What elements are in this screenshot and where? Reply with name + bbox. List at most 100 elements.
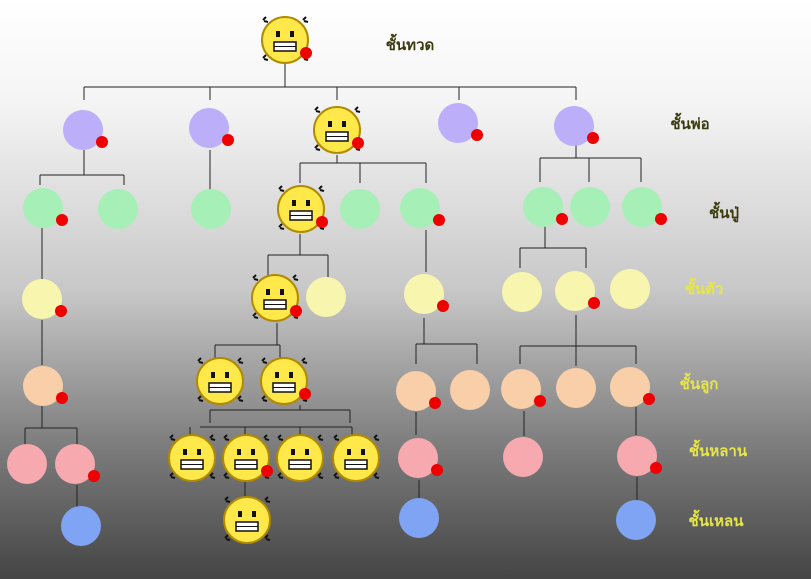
parent-node-circle [622,187,662,227]
marker-dot [88,470,100,482]
self-node [306,277,346,317]
smiley-eye [328,121,332,127]
marker-dot [643,393,655,405]
marker-dot [655,213,667,225]
child-node-self-line [260,357,311,405]
smiley-eye [280,289,284,295]
parent-node [340,189,380,229]
smiley-arm [317,434,324,441]
grandparent-node [63,110,108,150]
grandchild-node-circle [398,438,438,478]
smiley-eye [237,449,241,455]
marker-dot [300,47,312,59]
self-node-circle [404,274,444,314]
tier-labels: ชั้นทวด ชั้นพ่อ ชั้นปู่ ชั้นตัว ชั้นลูก … [386,33,748,530]
smiley-face [196,357,244,405]
grandchild-node [7,444,47,484]
smiley-arm [333,434,340,441]
smiley-arm [252,274,259,281]
child-node-circle [556,368,596,408]
great-grandchild-node-circle [61,506,101,546]
smiley-arm [223,472,230,479]
parent-node [570,187,610,227]
child-node-circle [396,371,436,411]
marker-dot [352,137,364,149]
smiley-arm [317,472,324,479]
smiley-face [332,434,380,482]
grandchild-node-self-line [276,434,324,482]
marker-dot [471,129,483,141]
smiley-eye [347,449,351,455]
self-node-circle [610,269,650,309]
connector-lines [24,63,642,508]
smiley-arm [314,106,321,113]
marker-dot [588,297,600,309]
smiley-eye [342,121,346,127]
marker-dot [433,214,445,226]
smiley-eye [290,31,294,37]
smiley-arm [264,534,271,541]
self-node [502,272,542,312]
parent-node-circle [340,189,380,229]
marker-dot [316,216,328,228]
smiley-arm [277,434,284,441]
smiley-eye [276,31,280,37]
self-node [555,271,600,311]
smiley-arm [302,16,309,23]
parent-node-self-line [277,185,328,233]
grandchild-node [503,437,543,477]
self-node-circle [502,272,542,312]
child-node-circle [501,369,541,409]
great-grandchild-node-self-line [223,496,271,544]
grandchild-node-circle [503,437,543,477]
child-node [396,371,441,411]
marker-dot [650,462,662,474]
self-node [404,274,449,314]
grandchild-node-self-line [222,434,273,482]
tier-label-parent: ชั้นปู่ [709,201,739,223]
smiley-eye [289,372,293,378]
marker-dot [290,305,302,317]
marker-dot [56,214,68,226]
grandchild-node [55,444,100,484]
smiley-eye [275,372,279,378]
grandparent-node-self-line [313,106,364,154]
parent-node-circle [400,188,440,228]
child-node [501,369,546,409]
smiley-face [223,496,271,544]
marker-dot [429,397,441,409]
smiley-eye [292,200,296,206]
smiley-eye [211,372,215,378]
grandchild-node-self-line [168,434,216,482]
grandchild-node-self-line [332,434,380,482]
smiley-arm [224,534,231,541]
grandparent-node-circle [63,110,103,150]
smiley-arm [262,54,269,61]
smiley-arm [252,312,259,319]
great-grandchild-node-circle [399,498,439,538]
grandparent-node [554,106,599,146]
marker-dot [96,136,108,148]
smiley-arm [278,185,285,192]
smiley-eye [361,449,365,455]
great-grandchild-node [61,506,101,546]
parent-node [523,187,568,227]
grandparent-node-circle [189,108,229,148]
nodes [7,16,667,546]
smiley-arm [263,434,270,441]
smiley-arm [264,496,271,503]
marker-dot [299,388,311,400]
tier-label-great-grandchild: ชั้นเหลน [689,509,745,530]
parent-node [23,188,68,228]
grandparent-node-circle [438,103,478,143]
smiley-arm [197,395,204,402]
smiley-eye [197,449,201,455]
smiley-arm [354,106,361,113]
parent-node-circle [23,188,63,228]
smiley-arm [261,357,268,364]
smiley-arm [278,223,285,230]
smiley-eye [238,511,242,517]
grandchild-node [617,436,662,476]
smiley-arm [314,144,321,151]
child-node [23,366,68,406]
